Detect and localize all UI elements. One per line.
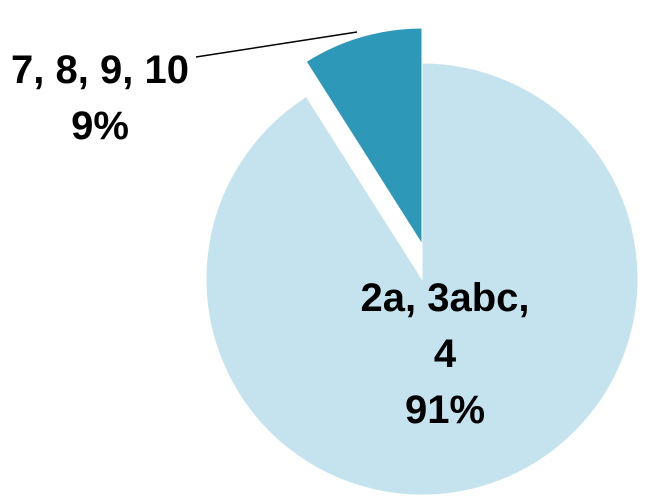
pie-slice — [205, 62, 639, 496]
label-category: 2a, 3abc, 4 — [360, 276, 530, 376]
data-label: 2a, 3abc, 4 91% — [350, 270, 540, 438]
label-category: 7, 8, 9, 10 — [11, 48, 189, 92]
pie-slice — [305, 27, 423, 246]
data-label: 7, 8, 9, 10 9% — [5, 42, 195, 154]
label-percent: 9% — [71, 104, 129, 148]
label-percent: 91% — [404, 388, 486, 432]
leader-line — [195, 31, 358, 58]
